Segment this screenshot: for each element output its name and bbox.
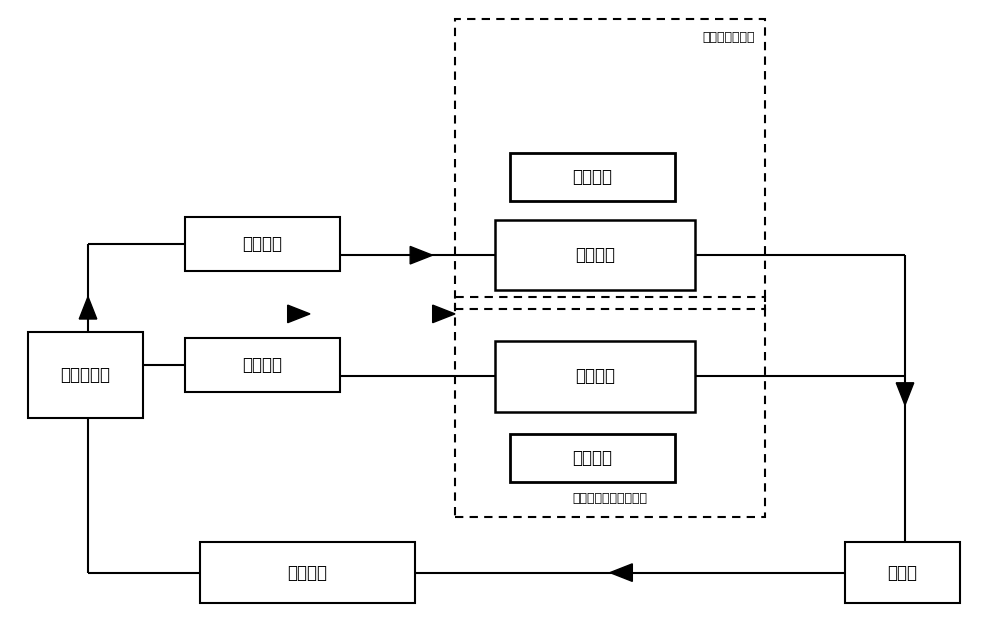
Text: 后鼓风机: 后鼓风机 <box>572 449 612 467</box>
Text: 储液干燥器: 储液干燥器 <box>60 366 110 384</box>
Polygon shape <box>896 383 914 405</box>
Polygon shape <box>410 246 432 264</box>
Bar <box>185 338 340 392</box>
Text: 后膨胀阀: 后膨胀阀 <box>242 356 283 375</box>
Polygon shape <box>288 305 310 323</box>
Bar <box>510 153 675 201</box>
Bar <box>185 217 340 271</box>
Polygon shape <box>610 564 632 581</box>
Bar <box>455 297 765 517</box>
Bar <box>455 19 765 309</box>
Polygon shape <box>79 297 97 319</box>
Text: 压缩机: 压缩机 <box>888 563 918 582</box>
Bar <box>200 542 415 603</box>
Bar <box>495 341 695 412</box>
Text: 前冷凝器: 前冷凝器 <box>288 563 328 582</box>
Polygon shape <box>433 305 455 323</box>
Text: 前膨胀阀: 前膨胀阀 <box>242 235 283 253</box>
Bar <box>495 220 695 290</box>
Bar <box>510 434 675 482</box>
Text: 前蒸发器: 前蒸发器 <box>575 246 615 264</box>
Bar <box>28 332 143 418</box>
Text: 前鼓风机: 前鼓风机 <box>572 168 612 186</box>
Text: 前空调主机总成: 前空调主机总成 <box>702 31 755 43</box>
Text: 后空调顶置蒸发器总成: 后空调顶置蒸发器总成 <box>572 493 648 505</box>
Text: 后蒸发器: 后蒸发器 <box>575 367 615 385</box>
Bar <box>845 542 960 603</box>
